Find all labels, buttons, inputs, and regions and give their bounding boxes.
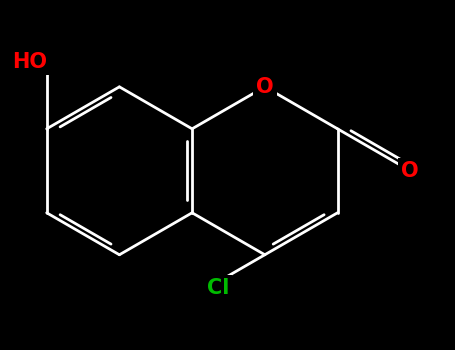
Text: O: O xyxy=(256,77,273,97)
Text: HO: HO xyxy=(12,52,47,72)
Text: O: O xyxy=(401,161,419,181)
Text: Cl: Cl xyxy=(207,278,229,298)
